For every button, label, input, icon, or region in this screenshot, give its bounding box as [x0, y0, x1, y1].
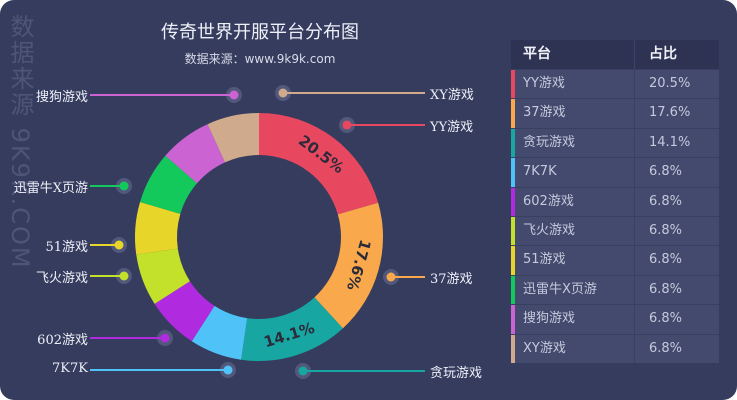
- donut-slice[interactable]: [135, 201, 181, 255]
- donut-slice[interactable]: [191, 305, 248, 360]
- leader-dot: [160, 333, 170, 343]
- share-value: 17.6%: [649, 105, 691, 121]
- platform-name: 7K7K: [515, 158, 635, 187]
- platform-name: 迅雷牛X页游: [515, 275, 635, 305]
- color-swatch: [511, 305, 515, 334]
- table-header: 平台 占比: [511, 40, 719, 69]
- platform-name: 602游戏: [515, 187, 635, 216]
- share-value: 20.5%: [649, 76, 691, 91]
- donut-slice[interactable]: [165, 124, 225, 184]
- platform-name: XY游戏: [515, 334, 635, 363]
- table-row: 51游戏 6.8%: [511, 245, 719, 275]
- table-row: 贪玩游戏 14.1%: [511, 127, 719, 158]
- share-value: 6.8%: [649, 340, 683, 356]
- leader-dot: [119, 181, 129, 191]
- platform-name: 搜狗游戏: [515, 305, 635, 334]
- table-row: 飞火游戏 6.8%: [511, 215, 719, 246]
- donut-slice[interactable]: [259, 113, 379, 215]
- color-swatch: [511, 187, 515, 216]
- chart-title: 传奇世界开服平台分布图: [161, 22, 359, 43]
- share-value: 6.8%: [649, 311, 683, 327]
- slice-label: 7K7K: [52, 361, 88, 376]
- table-row: XY游戏 6.8%: [511, 333, 719, 363]
- table-row: YY游戏 20.5%: [511, 69, 719, 99]
- table-row: 迅雷牛X页游 6.8%: [511, 274, 719, 305]
- slice-label: 贪玩游戏: [430, 366, 483, 381]
- header-share: 占比: [649, 46, 677, 62]
- leader-dot: [223, 365, 233, 375]
- slice-label: 迅雷牛X页游: [13, 181, 88, 196]
- legend-table: 平台 占比 YY游戏 20.5% 37游戏 17.6% 贪玩游戏 14.1% 7K7K 6.8…: [511, 40, 719, 363]
- header-platform: 平台: [511, 40, 635, 69]
- table-row: 602游戏 6.8%: [511, 186, 719, 216]
- slice-label: 37游戏: [430, 272, 473, 287]
- donut-slice[interactable]: [140, 155, 198, 214]
- slice-label: YY游戏: [430, 120, 474, 135]
- leader-dot: [386, 272, 396, 282]
- color-swatch: [511, 158, 515, 187]
- slice-label: 飞火游戏: [35, 271, 88, 286]
- leader-dot: [342, 120, 352, 130]
- color-swatch: [511, 99, 515, 128]
- platform-name: 37游戏: [515, 99, 635, 128]
- slice-label: 51游戏: [45, 240, 88, 255]
- table-row: 7K7K 6.8%: [511, 157, 719, 187]
- platform-name: 飞火游戏: [515, 216, 635, 246]
- color-swatch: [511, 128, 515, 158]
- color-swatch: [511, 216, 515, 246]
- donut-slice[interactable]: [314, 202, 383, 329]
- leader-dot: [114, 240, 124, 250]
- color-swatch: [511, 70, 515, 99]
- donut-slice[interactable]: [241, 297, 343, 362]
- leader-dot: [229, 90, 239, 100]
- share-value: 14.1%: [649, 134, 691, 150]
- table-row: 搜狗游戏 6.8%: [511, 304, 719, 334]
- donut-slice[interactable]: [207, 113, 259, 163]
- color-swatch: [511, 246, 515, 275]
- leader-dot: [119, 271, 129, 281]
- donut-slice[interactable]: [136, 248, 190, 304]
- share-value: 6.8%: [649, 252, 683, 268]
- share-value: 6.8%: [649, 222, 683, 238]
- share-value: 6.8%: [649, 193, 683, 209]
- leader-dot: [278, 88, 288, 98]
- table-body: YY游戏 20.5% 37游戏 17.6% 贪玩游戏 14.1% 7K7K 6.8% 602游戏…: [511, 69, 719, 363]
- share-value: 6.8%: [649, 281, 683, 297]
- share-value: 6.8%: [649, 164, 683, 180]
- chart-subtitle: 数据来源：www.9k9k.com: [184, 52, 336, 66]
- slice-label: 602游戏: [37, 333, 88, 348]
- donut-slice[interactable]: [154, 281, 215, 342]
- platform-name: 51游戏: [515, 246, 635, 275]
- color-swatch: [511, 275, 515, 305]
- platform-name: YY游戏: [515, 70, 635, 99]
- watermark: 数据来源 9K9K.COM: [6, 14, 34, 270]
- platform-name: 贪玩游戏: [515, 128, 635, 158]
- leader-dot: [298, 366, 308, 376]
- slice-label: XY游戏: [430, 88, 474, 103]
- slice-label: 搜狗游戏: [35, 90, 88, 105]
- table-row: 37游戏 17.6%: [511, 98, 719, 128]
- color-swatch: [511, 334, 515, 363]
